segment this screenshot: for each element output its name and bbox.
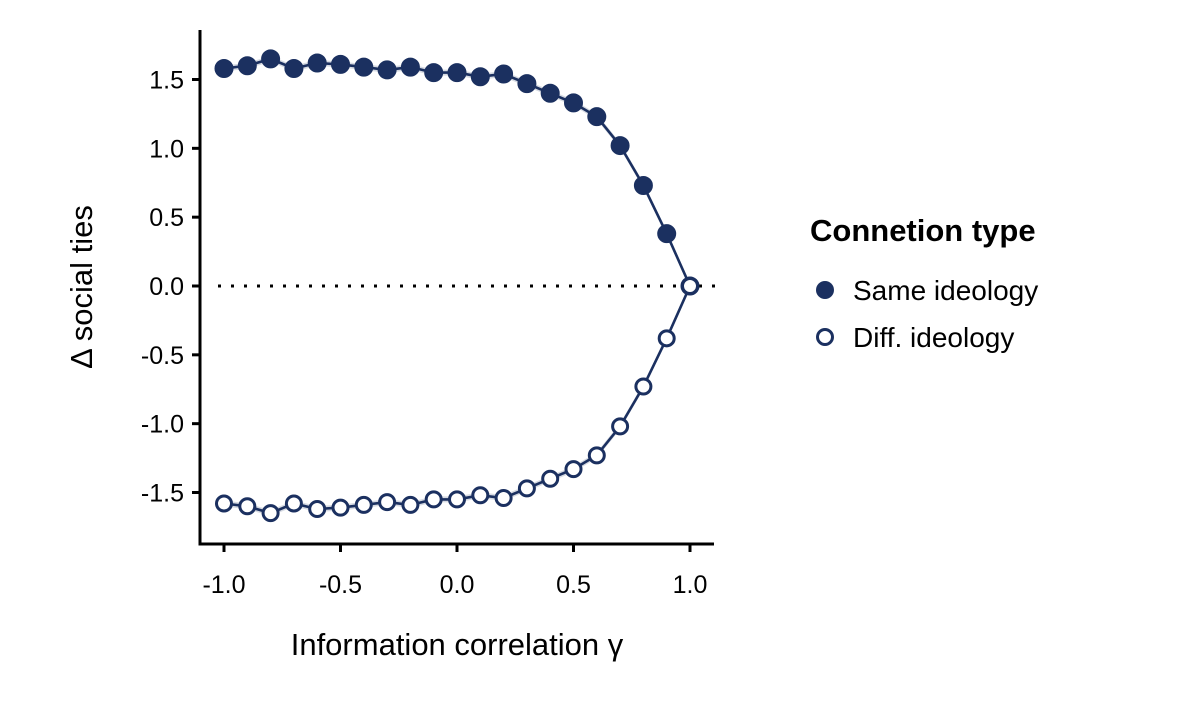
data-point-same-ideology (354, 57, 374, 77)
data-point-diff-ideology (494, 489, 513, 508)
data-point-diff-ideology (587, 446, 606, 465)
data-point-diff-ideology (261, 504, 280, 523)
data-point-diff-ideology (657, 329, 676, 348)
data-point-diff-ideology (611, 417, 630, 436)
legend-marker-same-ideology (816, 281, 834, 299)
x-tick-label: 1.0 (673, 571, 708, 599)
x-tick-label: 0.0 (440, 571, 475, 599)
data-point-same-ideology (331, 54, 350, 74)
data-point-same-ideology (587, 107, 607, 127)
series-line-same-ideology (223, 57, 692, 287)
data-point-diff-ideology (541, 469, 560, 488)
data-point-same-ideology (307, 53, 327, 73)
ticks: 1.5 1.0 0.5 0.0 -0.5 -1.0 -1.5 -1.0 -0.5 0.0 0.5 1.… (141, 67, 707, 600)
y-tick-label: -1.0 (141, 411, 184, 439)
axes (198, 30, 714, 546)
x-tick-label: 0.5 (556, 571, 591, 599)
data-point-same-ideology (517, 74, 537, 94)
y-tick-label: 1.5 (149, 67, 184, 95)
data-point-same-ideology (540, 83, 560, 103)
legend-label-same-ideology: Same ideology (853, 275, 1038, 306)
data-point-same-ideology (564, 93, 583, 113)
data-point-diff-ideology (215, 494, 233, 513)
data-point-diff-ideology (471, 486, 490, 505)
data-point-diff-ideology (354, 495, 373, 514)
series-band-diff-ideology (224, 283, 690, 517)
x-tick-label: -1.0 (202, 571, 245, 599)
data-point-diff-ideology (448, 490, 466, 509)
data-point-diff-ideology (564, 460, 583, 479)
data-point-diff-ideology (681, 277, 699, 295)
y-axis-title: Δ social ties (64, 205, 99, 369)
data-point-diff-ideology (517, 479, 536, 498)
data-point-same-ideology (424, 63, 444, 83)
data-point-same-ideology (284, 58, 304, 78)
legend-title: Connetion type (810, 213, 1036, 248)
data-point-diff-ideology (238, 497, 257, 516)
data-point-same-ideology (214, 58, 234, 78)
data-point-same-ideology (633, 176, 653, 196)
data-point-same-ideology (261, 49, 281, 69)
x-axis-title: Information correlation γ (291, 627, 624, 662)
data-point-diff-ideology (284, 494, 303, 513)
plot-area (214, 49, 716, 523)
legend-label-diff-ideology: Diff. ideology (853, 322, 1014, 353)
series-band-same-ideology (224, 55, 690, 290)
legend-marker-diff-ideology (816, 328, 834, 346)
y-tick-label: 1.0 (149, 135, 184, 163)
legend: Connetion type Same ideology Diff. ideol… (810, 213, 1038, 353)
y-tick-label: -1.5 (141, 480, 184, 508)
data-point-same-ideology (377, 60, 397, 80)
x-tick-label: -0.5 (319, 571, 362, 599)
data-point-diff-ideology (378, 493, 397, 512)
data-point-same-ideology (237, 56, 257, 76)
data-point-diff-ideology (424, 490, 443, 509)
data-point-same-ideology (447, 63, 467, 83)
data-point-diff-ideology (634, 377, 653, 396)
data-point-same-ideology (657, 224, 677, 244)
data-point-same-ideology (610, 136, 630, 156)
data-point-diff-ideology (331, 498, 350, 517)
data-point-same-ideology (470, 67, 490, 87)
y-tick-label: 0.5 (149, 204, 184, 232)
data-point-same-ideology (400, 57, 420, 77)
series-line-diff-ideology (223, 285, 692, 515)
y-tick-label: -0.5 (141, 342, 184, 370)
data-point-diff-ideology (308, 500, 327, 519)
y-tick-label: 0.0 (149, 273, 184, 301)
data-point-diff-ideology (401, 495, 420, 514)
data-point-same-ideology (494, 64, 514, 84)
